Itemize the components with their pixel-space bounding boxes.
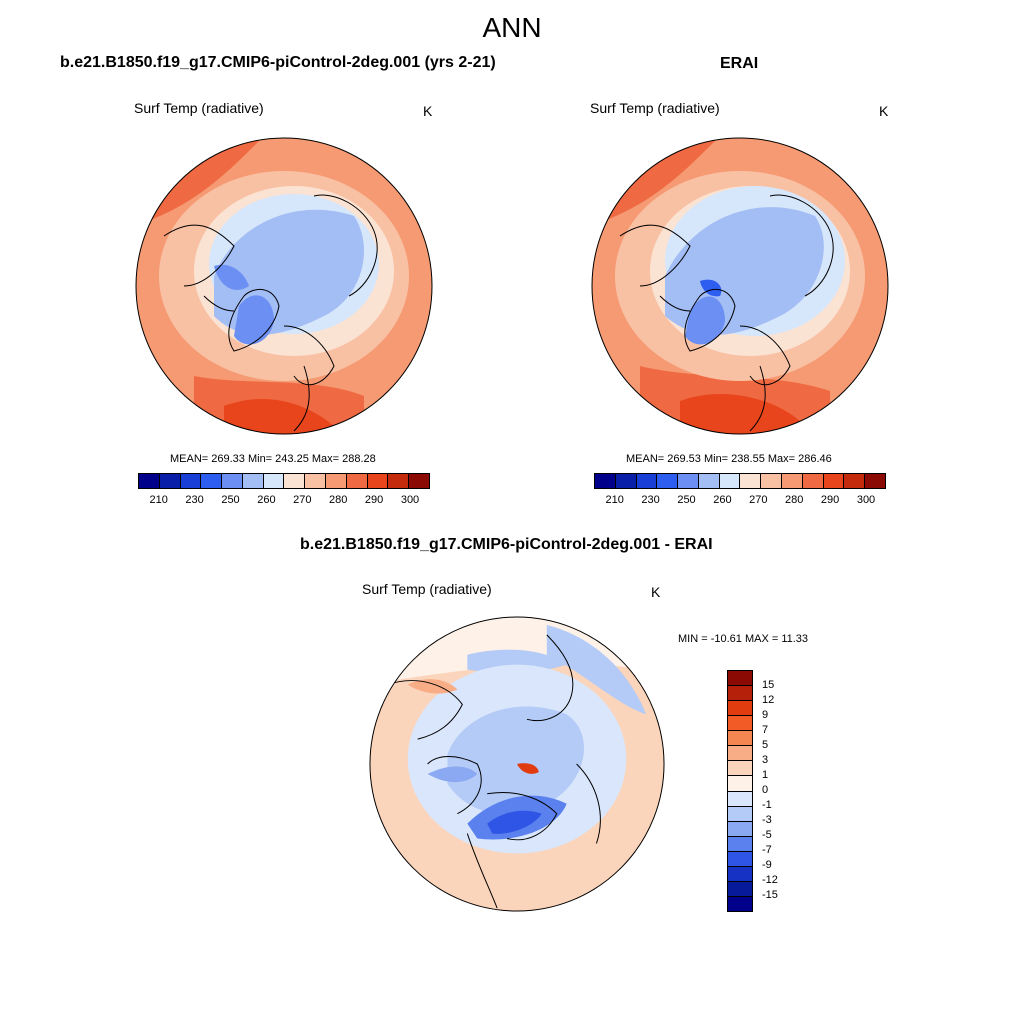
diff-panel-variable-label: Surf Temp (radiative) xyxy=(362,581,492,597)
panel-2-title: ERAI xyxy=(720,55,759,72)
panel-1-polar-map xyxy=(135,137,433,435)
colorbar-tick-label: 250 xyxy=(221,494,240,506)
diff-panel-colorbar xyxy=(727,670,753,912)
colorbar-tick-label: -15 xyxy=(762,889,778,901)
diff-panel-polar-map xyxy=(369,616,665,912)
panel-1-variable-label: Surf Temp (radiative) xyxy=(134,100,264,116)
colorbar-tick-label: -7 xyxy=(762,844,772,856)
panel-2-units: K xyxy=(879,103,889,119)
colorbar-tick-label: 230 xyxy=(185,494,204,506)
colorbar-tick-label: 210 xyxy=(605,494,624,506)
colorbar-tick-label: 9 xyxy=(762,709,769,721)
colorbar-tick-label: 5 xyxy=(762,739,769,751)
colorbar-tick-label: 15 xyxy=(762,679,775,691)
diff-panel-colorbar-ticks: 15 12 9 7 5 3 1 0 -1 -3 -5 -7 -9 -12 -15 xyxy=(762,670,792,910)
colorbar-tick-label: 12 xyxy=(762,694,775,706)
colorbar-tick-label: 230 xyxy=(641,494,660,506)
diff-panel-title: b.e21.B1850.f19_g17.CMIP6-piControl-2deg… xyxy=(300,536,713,553)
panel-1-colorbar xyxy=(138,473,430,489)
colorbar-tick-label: 290 xyxy=(820,494,840,506)
colorbar-tick-label: -5 xyxy=(762,829,772,841)
colorbar-tick-label: -1 xyxy=(762,799,772,811)
colorbar-tick-label: 260 xyxy=(713,494,732,506)
colorbar-tick-label: 210 xyxy=(149,494,168,506)
colorbar-tick-label: 300 xyxy=(856,494,876,506)
panel-1-stats: MEAN= 269.33 Min= 243.25 Max= 288.28 xyxy=(170,453,376,465)
panel-1-units: K xyxy=(423,103,433,119)
colorbar-tick-label: 250 xyxy=(677,494,696,506)
colorbar-tick-label: 0 xyxy=(762,784,769,796)
colorbar-tick-label: -9 xyxy=(762,859,772,871)
panel-1-title: b.e21.B1850.f19_g17.CMIP6-piControl-2deg… xyxy=(60,54,496,71)
panel-2-stats: MEAN= 269.53 Min= 238.55 Max= 286.46 xyxy=(626,453,832,465)
figure-title: ANN xyxy=(482,12,542,43)
colorbar-tick-label: 290 xyxy=(364,494,384,506)
colorbar-tick-label: 1 xyxy=(762,769,769,781)
colorbar-tick-label: 270 xyxy=(293,494,312,506)
colorbar-tick-label: 280 xyxy=(329,494,348,506)
colorbar-tick-label: 270 xyxy=(749,494,768,506)
diff-panel-units: K xyxy=(651,584,661,600)
colorbar-tick-label: 280 xyxy=(785,494,804,506)
panel-2-polar-map xyxy=(591,137,889,435)
diff-panel-stats: MIN = -10.61 MAX = 11.33 xyxy=(678,633,809,645)
colorbar-tick-label: 7 xyxy=(762,724,769,736)
panel-2-colorbar-ticks: 210 230 250 260 270 280 290 300 xyxy=(594,494,884,508)
colorbar-tick-label: 3 xyxy=(762,754,769,766)
colorbar-tick-label: 300 xyxy=(400,494,420,506)
colorbar-tick-label: -12 xyxy=(762,874,778,886)
colorbar-tick-label: -3 xyxy=(762,814,772,826)
panel-2-variable-label: Surf Temp (radiative) xyxy=(590,100,720,116)
panel-1-colorbar-ticks: 210 230 250 260 270 280 290 300 xyxy=(138,494,428,508)
colorbar-tick-label: 260 xyxy=(257,494,276,506)
panel-2-colorbar xyxy=(594,473,886,489)
